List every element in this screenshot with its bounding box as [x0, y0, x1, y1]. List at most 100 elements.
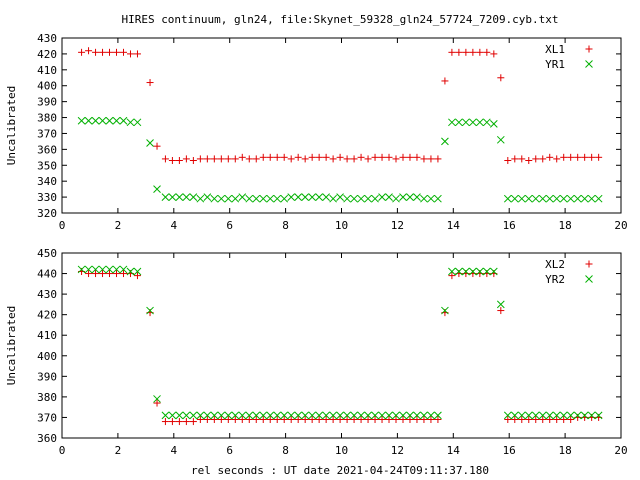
data-point-xl1 — [231, 155, 239, 163]
data-point-yr1 — [371, 194, 379, 203]
data-point-yr1 — [175, 193, 184, 201]
data-point-yr1 — [524, 194, 533, 203]
data-point-xl2 — [525, 416, 533, 423]
data-point-yr2 — [287, 411, 296, 420]
x-tick-label: 20 — [614, 444, 627, 457]
data-point-yr2 — [294, 411, 303, 420]
data-point-xl1 — [427, 155, 435, 163]
data-point-xl1 — [217, 155, 225, 163]
data-point-xl1 — [343, 155, 351, 163]
data-point-xl2 — [99, 270, 107, 278]
x-tick-label: 20 — [614, 219, 627, 232]
data-point-xl1 — [182, 155, 190, 163]
data-point-yr2 — [273, 411, 282, 420]
y-tick-label: 380 — [37, 112, 57, 125]
data-point-yr2 — [146, 306, 154, 315]
plot-frame — [61, 252, 622, 439]
data-point-yr1 — [482, 118, 491, 127]
data-point-yr1 — [420, 194, 428, 203]
top-plot: 0 2 4 6 8 10 12 14 16 18 20 320 330 340 350 360 370 380 39… — [5, 32, 628, 232]
data-point-xl1 — [252, 155, 260, 163]
y-axis-label: Uncalibrated — [5, 86, 18, 165]
data-point-yr1 — [531, 194, 540, 203]
data-point-yr2 — [385, 411, 393, 420]
data-point-xl1 — [106, 48, 114, 56]
data-point-yr1 — [336, 193, 344, 201]
data-point-yr2 — [182, 411, 191, 420]
data-point-yr1 — [343, 194, 351, 203]
data-point-yr1 — [245, 194, 254, 203]
data-point-yr1 — [168, 193, 177, 201]
plot-frame — [61, 37, 622, 214]
data-point-xl2 — [259, 416, 267, 423]
data-point-xl1 — [238, 153, 246, 161]
data-point-yr1 — [280, 194, 289, 203]
data-point-xl1 — [203, 155, 211, 163]
data-point-xl2 — [448, 272, 456, 280]
data-point-yr2 — [168, 411, 177, 420]
data-point-xl1 — [553, 155, 561, 163]
data-point-xl1 — [581, 153, 589, 161]
data-point-yr2 — [217, 411, 226, 420]
data-point-yr1 — [587, 194, 596, 203]
x-tick-label: 4 — [170, 444, 177, 457]
data-point-yr2 — [77, 265, 86, 274]
y-tick-label: 420 — [37, 309, 57, 322]
data-point-xl2 — [322, 416, 330, 423]
data-point-xl1 — [518, 155, 526, 163]
y-tick-label: 420 — [37, 48, 57, 61]
data-point-xl1 — [525, 157, 533, 164]
data-point-xl1 — [595, 153, 603, 161]
data-point-xl1 — [413, 153, 421, 161]
x-tick-label: 0 — [59, 444, 66, 457]
data-point-xl2 — [252, 416, 260, 423]
data-point-yr2 — [112, 265, 121, 274]
data-point-yr1 — [105, 116, 114, 125]
data-point-yr2 — [189, 411, 198, 420]
data-point-yr1 — [462, 118, 470, 127]
data-point-yr1 — [489, 120, 498, 128]
data-point-xl2 — [546, 416, 554, 423]
data-point-xl1 — [266, 153, 274, 161]
data-point-xl2 — [266, 416, 274, 423]
data-point-xl1 — [301, 155, 309, 163]
y-tick-label: 430 — [37, 288, 57, 301]
data-point-xl2 — [518, 416, 526, 423]
data-point-xl1 — [308, 153, 316, 161]
data-point-xl1 — [287, 155, 295, 163]
x-tick-label: 16 — [503, 444, 516, 457]
data-point-xl1 — [224, 155, 232, 163]
data-point-xl1 — [126, 50, 134, 58]
data-point-yr2 — [489, 267, 498, 276]
data-point-xl1 — [455, 48, 463, 56]
data-point-yr1 — [475, 118, 484, 127]
data-point-xl1 — [168, 157, 176, 164]
data-point-xl1 — [448, 48, 456, 56]
data-point-yr1 — [315, 193, 323, 201]
y-tick-label: 450 — [37, 247, 57, 260]
data-point-yr1 — [580, 194, 589, 203]
data-point-yr2 — [413, 411, 421, 420]
data-point-yr2 — [259, 411, 268, 420]
data-point-xl2 — [315, 416, 323, 423]
y-tick-label: 350 — [37, 159, 57, 172]
data-point-xl2 — [245, 416, 253, 423]
data-point-yr2 — [538, 411, 547, 420]
data-point-xl2 — [287, 416, 295, 423]
data-point-xl1 — [490, 50, 498, 58]
y-tick-label: 400 — [37, 350, 57, 363]
data-point-yr1 — [364, 194, 372, 203]
data-point-xl1 — [378, 153, 386, 161]
data-point-yr2 — [503, 411, 512, 420]
data-point-yr1 — [224, 194, 233, 203]
data-point-xl2 — [294, 416, 302, 423]
data-point-xl1 — [294, 153, 302, 161]
x-tick-label: 0 — [59, 219, 66, 232]
data-point-xl2 — [175, 418, 183, 426]
data-point-xl1 — [99, 48, 107, 56]
data-point-xl2 — [161, 418, 169, 426]
data-point-xl2 — [511, 416, 519, 423]
legend-marker-xl1 — [585, 45, 593, 53]
data-point-xl1 — [567, 153, 575, 161]
